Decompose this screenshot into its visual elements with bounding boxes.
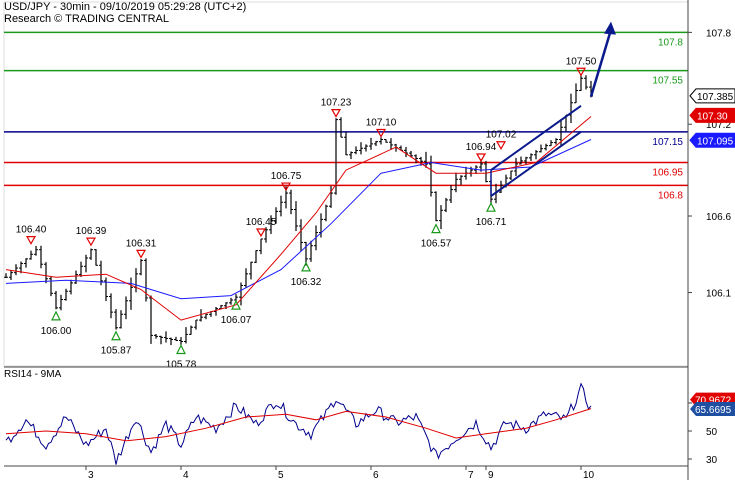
swing-high-marker (475, 153, 487, 163)
swing-high-label: 106.39 (76, 226, 107, 237)
price-tag-price (689, 88, 735, 104)
swing-high-label: 106.40 (16, 225, 47, 236)
swing-low-label: 106.71 (476, 217, 507, 228)
swing-high-marker (280, 182, 292, 192)
x-tick-label: 6 (373, 470, 379, 480)
price-tag-label-price: 107.385 (697, 92, 734, 103)
rsi-ma-line (5, 408, 592, 442)
swing-high-label: 106.45 (246, 217, 277, 228)
swing-low-marker (486, 201, 496, 212)
price-y-tick-label: 107.8 (706, 28, 731, 39)
level-label-pivot: 107.15 (652, 137, 683, 148)
chart-title: USD/JPY - 30min - 09/10/2019 05:29:28 (U… (4, 1, 247, 13)
price-pane: 106.1 106.6 107.2 107.8 107.8 107.55 107.15 106… (3, 1, 735, 371)
rsi-line (5, 382, 592, 465)
price-y-tick-label: 106.6 (706, 212, 731, 223)
swing-high-marker (575, 67, 587, 77)
swing-low-label: 106.57 (421, 239, 452, 250)
channel-lower-line (490, 130, 582, 197)
swing-high-label: 107.50 (566, 56, 597, 67)
level-label-resistance: 107.8 (658, 37, 683, 48)
price-y-tick-label: 106.1 (706, 289, 731, 300)
forecast-arrow-head (604, 21, 616, 35)
price-tag-label-ma_slow: 107.095 (697, 136, 734, 147)
level-label-support: 106.8 (658, 190, 683, 201)
swing-high-marker (495, 141, 507, 150)
swing-high-label: 107.23 (321, 98, 352, 109)
ma-slow-line (5, 139, 592, 300)
swing-high-label: 106.31 (126, 238, 157, 249)
x-tick-label: 3 (88, 470, 94, 480)
swing-low-marker (431, 223, 441, 234)
rsi-tag-rsi (690, 402, 735, 417)
price-tag-ma_fast (689, 107, 735, 123)
rsi-y-tick-label: 50 (706, 427, 718, 438)
swing-high-marker (330, 108, 342, 118)
swing-low-marker (231, 299, 241, 310)
x-tick-label: 7 (468, 470, 474, 480)
swing-high-marker (135, 249, 147, 259)
swing-low-marker (51, 310, 61, 321)
swing-low-marker (176, 344, 186, 355)
swing-low-label: 106.00 (41, 326, 72, 337)
rsi-title: RSI14 - 9MA (4, 369, 62, 380)
rsi-tag-label-rsi: 65.6695 (695, 405, 732, 416)
swing-high-label: 107.02 (486, 130, 517, 141)
source-label: Research © TRADING CENTRAL (4, 13, 169, 25)
x-tick-label: 5 (278, 470, 284, 480)
swing-low-label: 106.07 (221, 315, 252, 326)
swing-high-label: 106.94 (466, 142, 497, 153)
level-label-support: 106.95 (652, 167, 683, 178)
channel-upper-line (490, 104, 582, 171)
swing-low-marker (111, 330, 121, 341)
level-label-resistance: 107.55 (652, 76, 683, 87)
x-tick-label: 10 (583, 470, 595, 480)
swing-low-label: 105.78 (166, 360, 197, 371)
swing-low-label: 106.32 (291, 277, 322, 288)
rsi-tag-label-rsi_ma: 70.9672 (695, 396, 732, 407)
price-tag-ma_slow (689, 132, 735, 148)
swing-high-marker (255, 228, 267, 238)
x-tick-label: 9 (488, 470, 494, 480)
x-tick-label: 4 (183, 470, 189, 480)
ma-fast-line (5, 116, 592, 321)
swing-high-label: 107.10 (366, 117, 397, 128)
swing-low-marker (301, 261, 311, 272)
forecast-arrow-line (589, 29, 613, 98)
swing-high-marker (85, 237, 97, 247)
rsi-y-tick-label: 30 (706, 455, 718, 466)
swing-high-marker (25, 236, 37, 245)
swing-high-marker (375, 128, 387, 138)
swing-high-label: 106.75 (271, 171, 302, 182)
price-y-tick-label: 107.2 (706, 120, 731, 131)
price-tag-label-ma_fast: 107.30 (697, 111, 728, 122)
swing-low-label: 105.87 (101, 346, 132, 357)
